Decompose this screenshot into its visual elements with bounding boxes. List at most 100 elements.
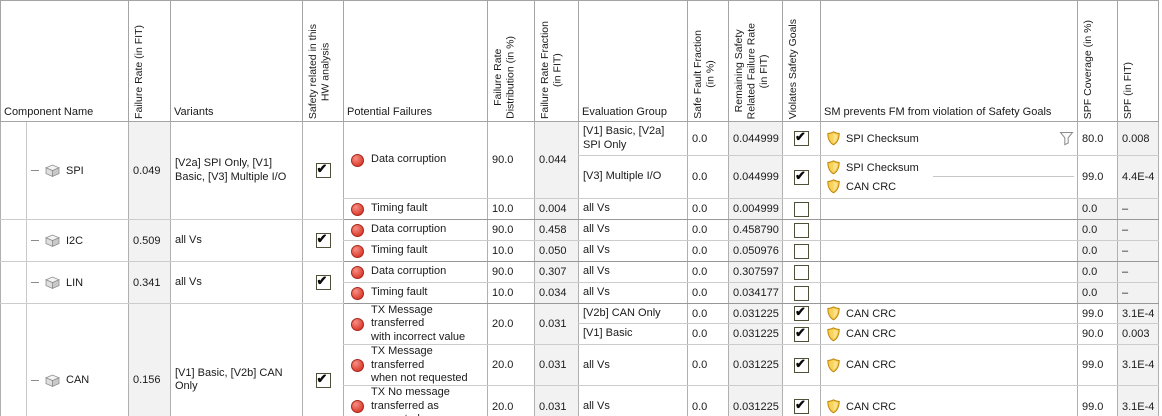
safety-related-checkbox[interactable] (315, 231, 331, 248)
safe-fault-fraction-cell[interactable]: 0.0 (687, 219, 729, 241)
safe-fault-fraction-cell[interactable]: 0.0 (687, 385, 729, 416)
fr-distribution-cell[interactable]: 20.0 (487, 385, 535, 416)
fr-distribution-cell[interactable]: 10.0 (487, 282, 535, 304)
spf-coverage-cell[interactable]: 90.0 (1077, 323, 1118, 346)
spf-coverage-cell[interactable]: 99.0 (1077, 155, 1118, 199)
spf-coverage-cell[interactable]: 0.0 (1077, 282, 1118, 304)
violates-goals-cell[interactable] (782, 240, 821, 262)
potential-failure-cell[interactable]: Data corruption (343, 219, 488, 241)
column-header-potential-failures[interactable]: Potential Failures (343, 0, 488, 122)
safe-fault-fraction-cell[interactable]: 0.0 (687, 261, 729, 283)
evaluation-group-cell[interactable]: all Vs (578, 219, 688, 241)
fr-fraction-cell[interactable]: 0.034 (534, 282, 579, 304)
column-header-variants[interactable]: Variants (170, 0, 303, 122)
evaluation-group-cell[interactable]: all Vs (578, 282, 688, 304)
column-header-remaining-rate[interactable]: Remaining Safety Related Failure Rate (i… (728, 0, 783, 122)
safety-related-cell[interactable] (302, 219, 344, 262)
column-header-failure-rate[interactable]: Failure Rate (in FIT) (128, 0, 171, 122)
fr-fraction-cell[interactable]: 0.044 (534, 121, 579, 199)
evaluation-group-cell[interactable]: [V1] Basic, [V2a] SPI Only (578, 121, 688, 156)
violates-goals-checkbox[interactable] (794, 201, 809, 217)
sm-cell[interactable] (820, 240, 1078, 262)
filter-funnel-icon[interactable] (1059, 131, 1074, 146)
fr-distribution-cell[interactable]: 10.0 (487, 240, 535, 262)
safe-fault-fraction-cell[interactable]: 0.0 (687, 198, 729, 220)
safe-fault-fraction-cell[interactable]: 0.0 (687, 282, 729, 304)
failure-rate-cell[interactable]: 0.341 (128, 261, 171, 304)
spf-coverage-cell[interactable]: 0.0 (1077, 198, 1118, 220)
spf-cell[interactable]: 0.008 (1117, 121, 1159, 156)
spf-cell[interactable]: 0.003 (1117, 323, 1159, 346)
safety-related-cell[interactable] (302, 303, 344, 416)
component-cell-can[interactable]: CAN (26, 303, 129, 416)
violates-goals-cell[interactable] (782, 282, 821, 304)
remaining-rate-cell[interactable]: 0.031225 (728, 303, 783, 325)
spf-coverage-cell[interactable]: 99.0 (1077, 344, 1118, 387)
remaining-rate-cell[interactable]: 0.044999 (728, 121, 783, 156)
potential-failure-cell[interactable]: TX Message transferred when not requeste… (343, 344, 488, 387)
column-header-fr-fraction[interactable]: Failure Rate Fraction (in FIT) (534, 0, 579, 122)
remaining-rate-cell[interactable]: 0.307597 (728, 261, 783, 283)
tree-expander-icon[interactable] (31, 282, 39, 283)
potential-failure-cell[interactable]: TX Message transferred with incorrect va… (343, 303, 488, 346)
safety-related-checkbox[interactable] (315, 371, 331, 388)
tree-expander-icon[interactable] (31, 379, 39, 381)
sm-cell[interactable]: SPI Checksum (820, 121, 1078, 156)
variants-cell[interactable]: all Vs (170, 261, 303, 304)
safe-fault-fraction-cell[interactable]: 0.0 (687, 121, 729, 156)
violates-goals-checkbox[interactable] (794, 285, 809, 301)
potential-failure-cell[interactable]: Timing fault (343, 240, 488, 262)
evaluation-group-cell[interactable]: all Vs (578, 198, 688, 220)
variants-cell[interactable]: [V2a] SPI Only, [V1] Basic, [V3] Multipl… (170, 121, 303, 220)
sm-cell[interactable]: CAN CRC (820, 303, 1078, 325)
violates-goals-cell[interactable] (782, 385, 821, 416)
column-header-evaluation-group[interactable]: Evaluation Group (578, 0, 688, 122)
remaining-rate-cell[interactable]: 0.031225 (728, 323, 783, 346)
violates-goals-cell[interactable] (782, 121, 821, 156)
spf-coverage-cell[interactable]: 99.0 (1077, 385, 1118, 416)
failure-rate-cell[interactable]: 0.049 (128, 121, 171, 220)
violates-goals-checkbox[interactable] (794, 129, 809, 146)
fr-distribution-cell[interactable]: 90.0 (487, 219, 535, 241)
violates-goals-checkbox[interactable] (794, 325, 809, 342)
column-header-sm-prevents[interactable]: SM prevents FM from violation of Safety … (820, 0, 1078, 122)
fr-fraction-cell[interactable]: 0.458 (534, 219, 579, 241)
spf-cell[interactable]: – (1117, 240, 1159, 262)
violates-goals-cell[interactable] (782, 198, 821, 220)
sm-cell[interactable]: CAN CRC (820, 344, 1078, 387)
violates-goals-cell[interactable] (782, 303, 821, 325)
evaluation-group-cell[interactable]: all Vs (578, 385, 688, 416)
safe-fault-fraction-cell[interactable]: 0.0 (687, 155, 729, 199)
evaluation-group-cell[interactable]: all Vs (578, 240, 688, 262)
potential-failure-cell[interactable]: Timing fault (343, 198, 488, 220)
remaining-rate-cell[interactable]: 0.034177 (728, 282, 783, 304)
column-header-safe-fault-fraction[interactable]: Safe Fault Fraction (in %) (687, 0, 729, 122)
remaining-rate-cell[interactable]: 0.458790 (728, 219, 783, 241)
potential-failure-cell[interactable]: Data corruption (343, 121, 488, 199)
spf-cell[interactable]: – (1117, 198, 1159, 220)
fr-fraction-cell[interactable]: 0.031 (534, 385, 579, 416)
violates-goals-checkbox[interactable] (794, 243, 809, 259)
sm-cell[interactable] (820, 261, 1078, 283)
sm-cell[interactable]: CAN CRC (820, 385, 1078, 416)
safety-related-cell[interactable] (302, 121, 344, 220)
evaluation-group-cell[interactable]: [V3] Multiple I/O (578, 155, 688, 199)
failure-rate-cell[interactable]: 0.509 (128, 219, 171, 262)
component-cell-lin[interactable]: LIN (26, 261, 129, 304)
violates-goals-checkbox[interactable] (794, 397, 809, 415)
safe-fault-fraction-cell[interactable]: 0.0 (687, 240, 729, 262)
spf-coverage-cell[interactable]: 0.0 (1077, 219, 1118, 241)
remaining-rate-cell[interactable]: 0.044999 (728, 155, 783, 199)
violates-goals-checkbox[interactable] (794, 304, 809, 322)
spf-cell[interactable]: – (1117, 219, 1159, 241)
violates-goals-cell[interactable] (782, 219, 821, 241)
component-cell-spi[interactable]: SPI (26, 121, 129, 220)
sm-cell[interactable] (820, 282, 1078, 304)
spf-cell[interactable]: – (1117, 261, 1159, 283)
fr-fraction-cell[interactable]: 0.050 (534, 240, 579, 262)
variants-cell[interactable]: all Vs (170, 219, 303, 262)
spf-cell[interactable]: 3.1E-4 (1117, 303, 1159, 325)
potential-failure-cell[interactable]: Data corruption (343, 261, 488, 283)
column-header-spf[interactable]: SPF (in FIT) (1117, 0, 1159, 122)
sm-cell[interactable] (820, 219, 1078, 241)
